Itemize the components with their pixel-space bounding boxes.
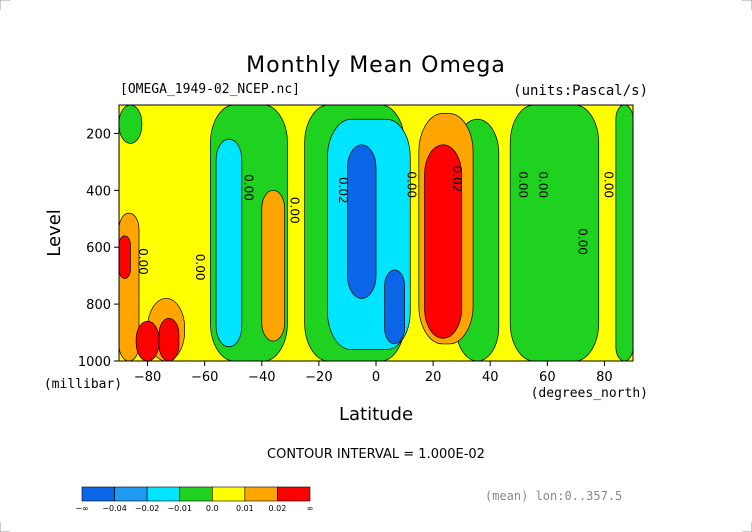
colorbar-label: 0.02 — [269, 504, 287, 513]
contour-label: 0.02 — [450, 166, 464, 193]
x-tick-label: −80 — [134, 370, 161, 385]
y-tick-label: 600 — [86, 241, 111, 256]
contour-label: 0.00 — [242, 174, 256, 201]
colorbar-label: −∞ — [75, 504, 88, 513]
contour-region-red — [119, 235, 131, 279]
x-tick-label: 20 — [425, 370, 442, 385]
contour-label: 0.00 — [136, 248, 150, 275]
contour-label: 0.00 — [576, 228, 590, 255]
x-tick-label: 80 — [596, 370, 613, 385]
contour-label-layer: 0.00 0.00 0.00 0.00 0.02 0.00 0.02 0.00 0.00 0.00… — [136, 166, 615, 281]
x-axis-ticks: −80 −60 −40 −20 0 20 40 60 80 — [134, 361, 613, 385]
colorbar-swatch — [277, 486, 311, 502]
contour-label: 0.00 — [516, 171, 530, 198]
contour-label: 0.00 — [536, 171, 550, 198]
chart-title: Monthly Mean Omega — [246, 53, 506, 78]
colorbar-swatch — [146, 486, 181, 502]
y-axis-label: Level — [44, 209, 65, 257]
contour-region-cyan — [215, 138, 243, 348]
x-tick-label: 40 — [482, 370, 499, 385]
colorbar-label: ∞ — [307, 504, 314, 513]
colorbar-label: 0.0 — [206, 504, 219, 513]
y-tick-label: 1000 — [78, 355, 111, 370]
contour-region-green — [509, 105, 600, 361]
x-tick-label: 0 — [372, 370, 380, 385]
colorbar-label: −0.04 — [102, 504, 127, 513]
x-tick-label: 60 — [539, 370, 556, 385]
colorbar-legend: −∞ −0.04 −0.02 −0.01 0.0 0.01 0.02 ∞ — [75, 486, 314, 513]
contour-region-red — [158, 317, 180, 361]
x-tick-label: −60 — [191, 370, 218, 385]
contour-region-green — [615, 105, 633, 361]
x-axis-label: Latitude — [339, 404, 413, 425]
contour-label: 0.02 — [336, 177, 350, 204]
contour-region-orange — [261, 189, 285, 342]
units-label: (units:Pascal/s) — [513, 83, 648, 99]
x-tick-label: −20 — [305, 370, 332, 385]
x-tick-label: −40 — [248, 370, 275, 385]
contour-label: 0.00 — [601, 171, 615, 198]
colorbar-label: −0.02 — [135, 504, 160, 513]
contour-region-green — [119, 105, 143, 144]
y-tick-label: 800 — [86, 298, 111, 313]
contour-label: 0.00 — [404, 171, 418, 198]
contour-region-red — [424, 144, 463, 339]
contour-interval-text: CONTOUR INTERVAL = 1.000E-02 — [267, 447, 485, 462]
colorbar-swatch — [179, 486, 213, 502]
contour-region-blue — [347, 144, 377, 299]
mean-note: (mean) lon:0..357.5 — [485, 489, 622, 503]
colorbar-swatch — [114, 486, 148, 502]
contour-region-red — [135, 320, 160, 361]
colorbar-swatch — [81, 486, 115, 502]
colorbar-label: 0.01 — [236, 504, 254, 513]
contour-fill-layer — [119, 105, 633, 361]
colorbar-label: −0.01 — [167, 504, 192, 513]
y-unit-label: (millibar) — [44, 377, 122, 392]
file-label: [OMEGA_1949-02_NCEP.nc] — [120, 82, 300, 97]
y-tick-label: 200 — [86, 127, 111, 142]
colorbar-swatch — [244, 486, 278, 502]
contour-label: 0.00 — [287, 197, 301, 224]
y-tick-label: 400 — [86, 184, 111, 199]
colorbar-swatch — [211, 486, 246, 502]
contour-region-blue — [384, 269, 405, 345]
contour-label: 0.00 — [193, 254, 207, 281]
x-unit-label: (degrees_north) — [531, 386, 648, 401]
plot-area: 0.00 0.00 0.00 0.00 0.02 0.00 0.02 0.00 0.00 0.00… — [118, 104, 634, 362]
y-axis-ticks: 200 400 600 800 1000 — [78, 127, 119, 370]
